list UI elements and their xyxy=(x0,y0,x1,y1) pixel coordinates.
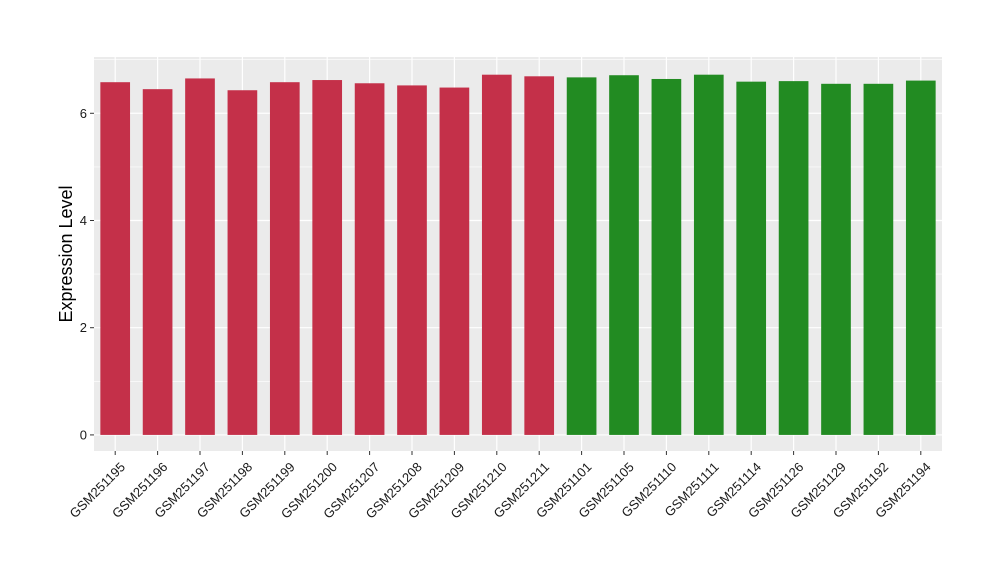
bar-GSM251101 xyxy=(566,77,597,435)
bar-GSM251208 xyxy=(397,85,427,435)
bar-GSM251199 xyxy=(269,82,300,435)
bar-GSM251210 xyxy=(481,74,512,435)
bar-GSM251110 xyxy=(651,78,682,435)
y-tick-label: 4 xyxy=(80,213,87,228)
y-tick-label: 6 xyxy=(80,106,87,121)
y-tick-label: 0 xyxy=(80,427,87,442)
y-axis-title: Expression Level xyxy=(56,185,76,322)
bar-GSM251196 xyxy=(142,89,173,435)
bar-GSM251111 xyxy=(693,74,724,435)
bar-GSM251126 xyxy=(778,81,809,435)
x-axis-ticks: GSM251195GSM251196GSM251197GSM251198GSM2… xyxy=(67,451,934,522)
bar-GSM251195 xyxy=(100,82,131,435)
bar-GSM251114 xyxy=(736,81,767,435)
bar-GSM251194 xyxy=(905,80,936,435)
y-axis-ticks: 0 2 4 6 xyxy=(80,106,94,442)
bar-GSM251211 xyxy=(524,76,555,435)
bars xyxy=(100,74,936,435)
plot-panel xyxy=(94,57,942,451)
bar-GSM251207 xyxy=(354,83,385,435)
bar-GSM251129 xyxy=(821,83,851,435)
bar-GSM251198 xyxy=(227,90,258,435)
bar-GSM251209 xyxy=(439,87,470,435)
bar-GSM251192 xyxy=(863,83,894,435)
bar-GSM251197 xyxy=(185,78,215,435)
y-tick-label: 2 xyxy=(80,320,87,335)
bar-GSM251200 xyxy=(312,80,343,435)
bar-GSM251105 xyxy=(609,75,639,435)
